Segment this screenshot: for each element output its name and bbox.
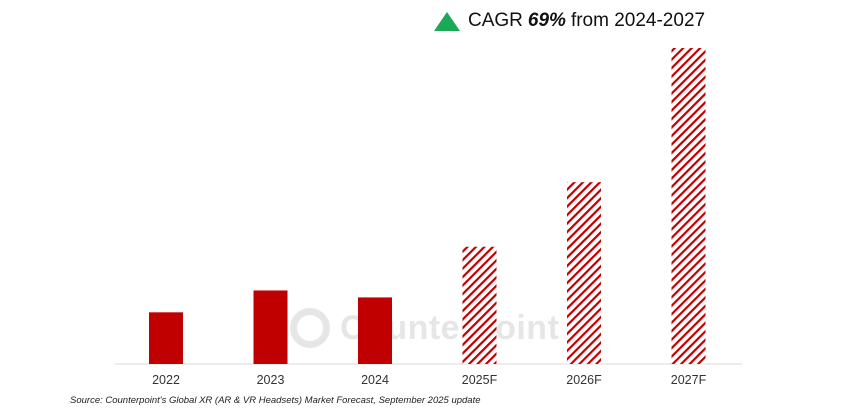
x-tick-label: 2024 <box>361 373 389 387</box>
x-tick-label: 2025F <box>462 373 498 387</box>
title-suffix: from 2024-2027 <box>570 10 706 31</box>
bar-2026F <box>567 182 601 364</box>
title-prefix: CAGR <box>468 10 523 31</box>
source-note: Source: Counterpoint's Global XR (AR & V… <box>70 395 481 406</box>
triangle-up-icon <box>434 11 460 31</box>
chart-title: CAGR 69% from 2024-2027 <box>434 10 705 32</box>
title-highlight: 69% <box>527 10 566 31</box>
bar-2027F <box>671 47 706 365</box>
bar-2025F <box>462 246 497 364</box>
x-tick-label: 2027F <box>671 373 707 387</box>
x-tick-label: 2026F <box>566 373 602 387</box>
counterpoint-logo-icon <box>290 308 330 348</box>
bar-2024 <box>358 297 392 364</box>
x-tick-label: 2022 <box>152 373 180 387</box>
x-tick-label: 2023 <box>257 373 285 387</box>
bar-2022 <box>149 312 183 364</box>
bar-2023 <box>253 290 288 364</box>
